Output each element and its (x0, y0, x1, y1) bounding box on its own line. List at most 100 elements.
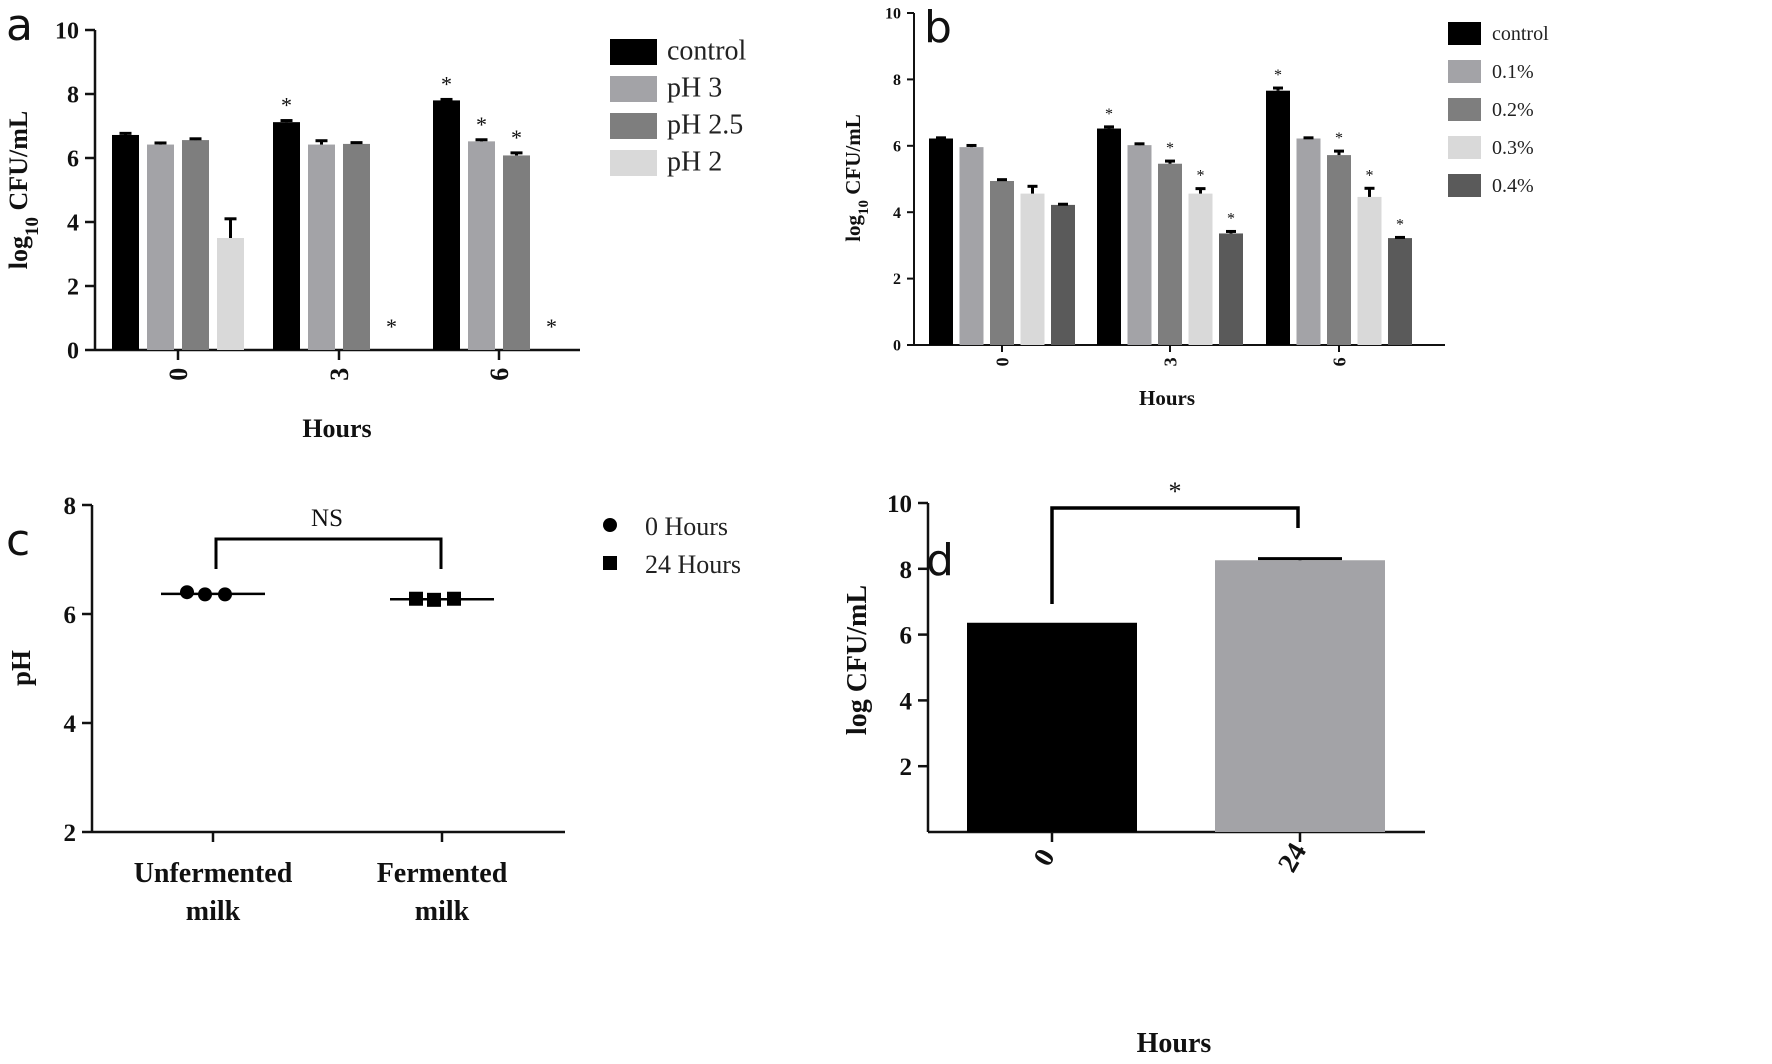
significance-label: * (1169, 477, 1182, 506)
bar (1020, 193, 1045, 345)
significance-marker: * (476, 112, 487, 137)
panel-letter-b: b (924, 2, 952, 53)
significance-marker: * (546, 314, 557, 339)
bar (959, 147, 984, 345)
legend-swatch (610, 150, 657, 176)
y-tick-label: 8 (900, 557, 913, 584)
x-tick-label: 0 (992, 357, 1012, 366)
significance-marker: * (281, 93, 292, 118)
y-tick-label: 6 (67, 146, 79, 172)
x-tick-label: 0 (164, 368, 193, 381)
y-tick-label: 8 (64, 493, 77, 520)
significance-marker: * (1105, 106, 1113, 123)
bar (1219, 233, 1243, 345)
legend-swatch (610, 76, 657, 102)
significance-label: NS (311, 505, 343, 532)
legend-label: 0 Hours (645, 512, 728, 541)
chart-panel-b: 0 2 4 6 8 10 0 * * * * 3 * * * * 6 Hours log10 CFU/mL contr… (841, 6, 1549, 410)
legend-swatch (1448, 60, 1481, 83)
significance-bracket (1050, 506, 1300, 604)
data-point (409, 591, 423, 606)
y-tick-label: 2 (893, 271, 901, 288)
bar (1097, 128, 1121, 345)
significance-marker: * (1197, 168, 1205, 185)
bar (1051, 204, 1075, 345)
bar (468, 141, 495, 350)
panel-letter-d: d (926, 535, 954, 586)
bar (273, 122, 300, 350)
legend-label: 24 Hours (645, 550, 741, 579)
bar (433, 100, 460, 351)
y-tick-label: 8 (67, 82, 79, 108)
x-axis-title: Hours (302, 414, 371, 443)
data-point (218, 587, 232, 602)
y-tick-label: 0 (67, 338, 79, 364)
bar (112, 134, 139, 350)
bar (1188, 193, 1213, 345)
legend-swatch (610, 113, 657, 139)
legend-marker (603, 518, 617, 532)
x-tick-label: Unfermented (134, 858, 293, 889)
legend-swatch (1448, 98, 1481, 121)
x-tick-label: milk (186, 896, 241, 927)
significance-marker: * (1396, 216, 1404, 233)
legend-swatch (1448, 136, 1481, 159)
x-tick-label: milk (415, 896, 470, 927)
y-axis-title: log10 CFU/mL (4, 111, 43, 269)
y-tick-label: 4 (893, 205, 901, 222)
x-tick-label: Fermented (377, 858, 508, 889)
y-axis-title: pH (6, 650, 36, 686)
legend-swatch (610, 39, 657, 65)
y-tick-label: 0 (893, 338, 901, 355)
bar (1388, 238, 1412, 345)
x-tick-label: 24 (1272, 838, 1313, 878)
significance-marker: * (1335, 130, 1343, 147)
legend-label: pH 2 (667, 146, 722, 177)
y-tick-label: 2 (64, 820, 77, 847)
y-axis-title: log CFU/mL (842, 585, 873, 735)
legend-label: pH 2.5 (667, 109, 743, 140)
x-tick-label: 6 (1329, 357, 1349, 366)
legend-label: 0.3% (1492, 137, 1534, 159)
bar (1266, 90, 1290, 345)
legend-label: pH 3 (667, 72, 722, 103)
legend-marker (603, 556, 617, 570)
x-tick-label: 0 (1028, 844, 1062, 872)
data-point (427, 592, 441, 607)
y-tick-label: 6 (900, 623, 913, 650)
bar (503, 155, 530, 350)
bar (967, 622, 1137, 832)
bar (1296, 138, 1321, 345)
bar (1357, 196, 1382, 345)
chart-panel-a: 0 2 4 6 8 10 0 * * 3 * * * * 6 Hours log10 CFU/mL control… (4, 18, 747, 443)
bar (343, 143, 370, 350)
data-point (198, 587, 212, 602)
significance-marker: * (1227, 210, 1235, 227)
y-tick-label: 10 (885, 6, 901, 23)
bar (147, 144, 174, 350)
legend-label: control (1492, 23, 1549, 45)
significance-marker: * (1274, 67, 1282, 84)
legend-label: 0.1% (1492, 61, 1534, 83)
significance-marker: * (386, 314, 397, 339)
significance-marker: * (1366, 167, 1374, 184)
y-tick-label: 10 (55, 18, 79, 44)
y-tick-label: 6 (64, 602, 77, 629)
y-axis-title: log10 CFU/mL (841, 114, 872, 242)
bar (308, 144, 335, 350)
significance-marker: * (441, 71, 452, 96)
bar (929, 138, 953, 345)
significance-marker: * (1166, 140, 1174, 157)
data-point (180, 585, 194, 600)
bar (182, 140, 209, 350)
y-tick-label: 4 (900, 688, 913, 715)
y-tick-label: 2 (900, 754, 913, 781)
data-point (447, 591, 461, 606)
bar (1215, 560, 1385, 832)
x-tick-label: 3 (325, 368, 354, 381)
y-tick-label: 4 (67, 210, 79, 236)
y-tick-label: 2 (67, 274, 79, 300)
significance-bracket (214, 537, 443, 569)
